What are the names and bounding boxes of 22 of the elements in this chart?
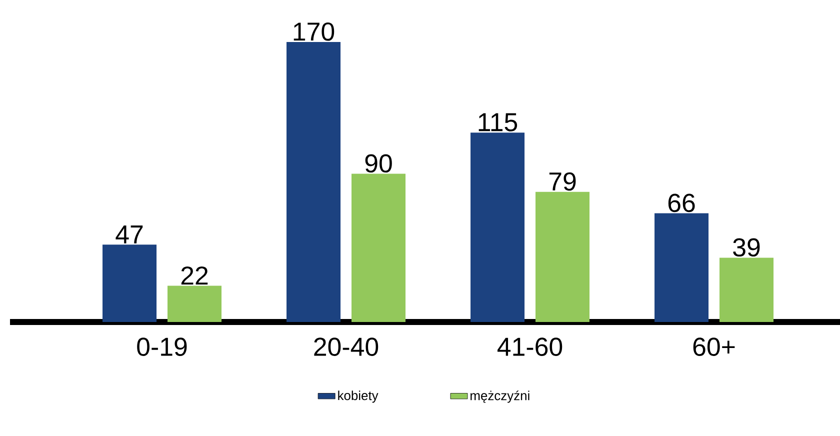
legend-label: kobiety [338, 390, 378, 403]
bar [102, 244, 157, 322]
x-tick-label: 41-60 [497, 338, 562, 356]
x-tick-label: 0-19 [137, 338, 187, 356]
data-label: 90 [365, 154, 392, 173]
bar [168, 286, 222, 322]
bar [720, 258, 774, 322]
bar [654, 213, 709, 322]
bar [470, 132, 525, 322]
legend-label: mężczyźni [470, 390, 530, 403]
data-label: 39 [733, 238, 760, 257]
data-label: 170 [294, 22, 334, 41]
data-label: 22 [181, 266, 208, 285]
data-label: 47 [116, 226, 143, 244]
bar [352, 174, 406, 322]
x-tick-label: 60+ [693, 338, 735, 356]
data-label: 66 [668, 194, 695, 212]
x-tick-label: 20-40 [314, 338, 378, 356]
bar [286, 42, 341, 322]
data-label: 79 [549, 172, 576, 191]
data-label: 115 [478, 113, 518, 132]
bar [536, 192, 590, 322]
